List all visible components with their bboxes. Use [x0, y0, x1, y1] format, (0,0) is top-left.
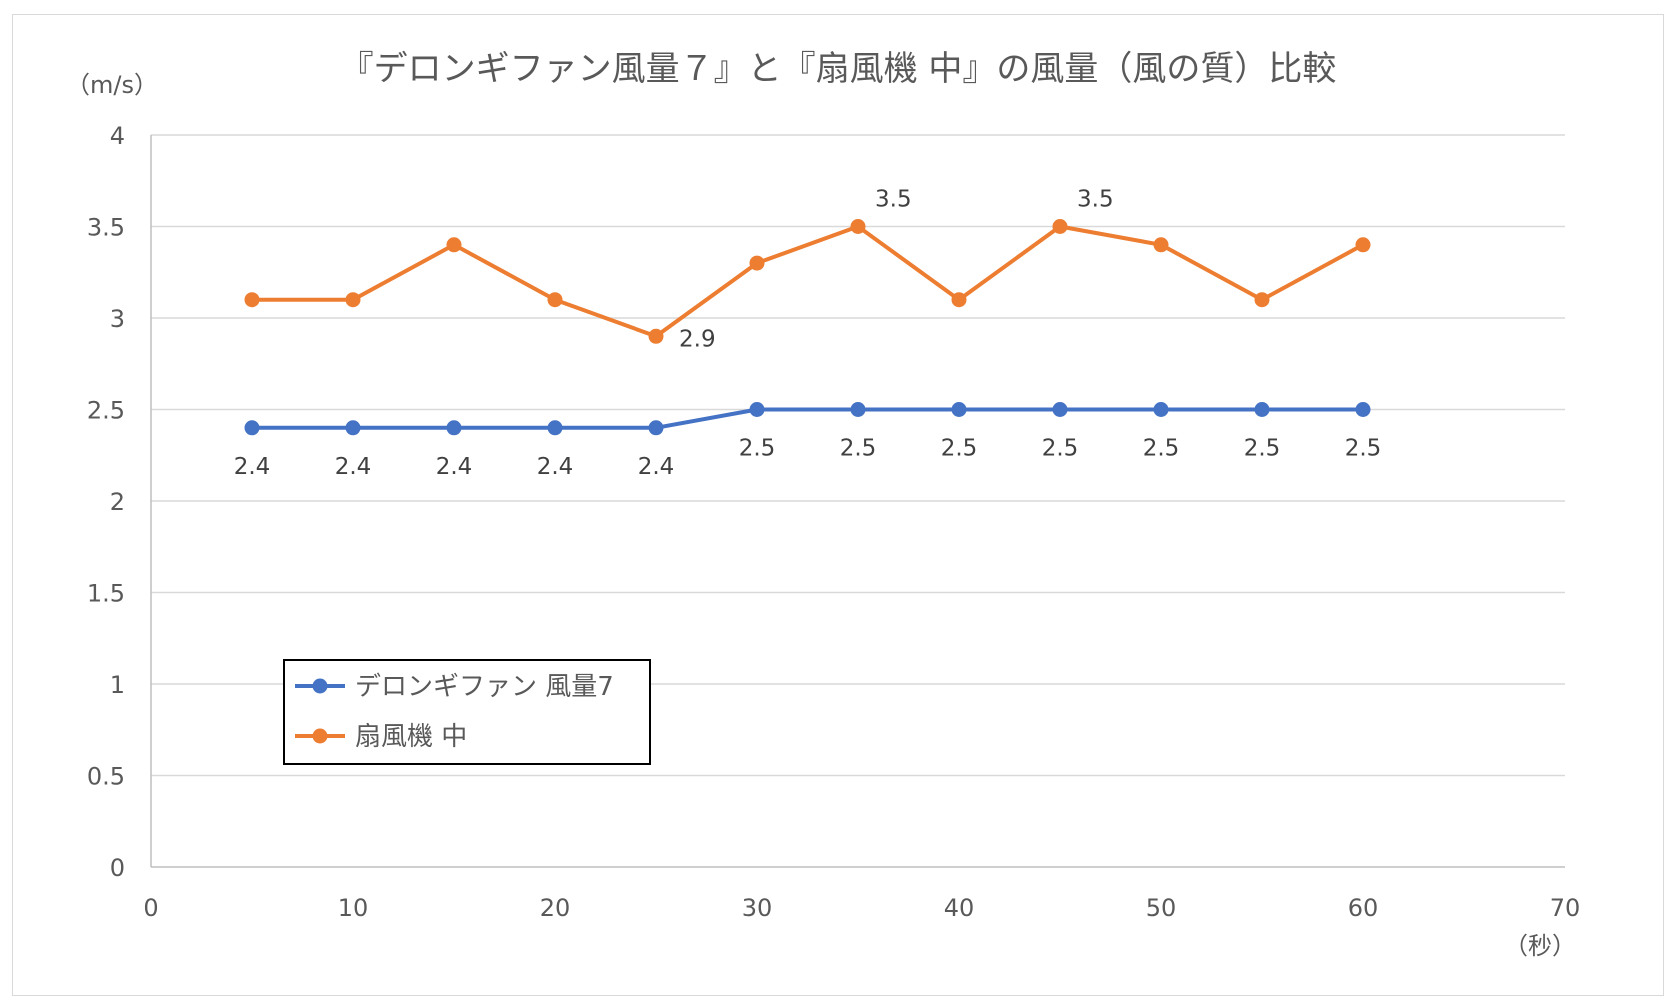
data-point	[1254, 292, 1270, 308]
x-tick-label: 10	[338, 894, 369, 922]
data-label: 2.5	[739, 436, 776, 462]
data-label: 2.5	[840, 436, 877, 462]
data-labels: 2.4 2.4 2.4 2.4 2.4 2.5 2.5 2.5 2.5 2.5 2.5 2.5 2.9 3…	[234, 187, 1382, 480]
data-label: 2.9	[679, 326, 716, 352]
data-label: 2.4	[537, 454, 574, 480]
legend-swatch-marker	[312, 728, 328, 744]
chart-frame	[12, 14, 1664, 996]
data-label: 2.4	[638, 454, 675, 480]
data-point	[1355, 402, 1371, 417]
x-tick-label: 0	[143, 894, 158, 922]
data-point	[951, 402, 967, 417]
data-label: 2.4	[335, 454, 372, 480]
data-point	[850, 219, 866, 234]
y-tick-label: 0	[110, 854, 125, 882]
data-point	[1153, 402, 1169, 417]
data-label: 2.5	[941, 436, 978, 462]
y-tick-label: 3	[110, 305, 125, 333]
data-label: 2.5	[1345, 436, 1382, 462]
data-point	[1052, 402, 1068, 417]
y-tick-label: 0.5	[87, 763, 125, 791]
y-tick-label: 2.5	[87, 397, 125, 425]
axes: 00.511.522.533.540 10 20 30 40 50 60 70	[87, 122, 1580, 922]
y-tick-label: 1.5	[87, 580, 125, 608]
y-tick-label: 1	[110, 671, 125, 699]
data-label: 2.5	[1244, 436, 1281, 462]
data-point	[749, 402, 765, 417]
legend-swatch-marker	[312, 678, 328, 694]
x-tick-label: 60	[1348, 894, 1379, 922]
data-point	[345, 292, 361, 308]
data-point	[446, 237, 462, 253]
legend: デロンギファン 風量7 扇風機 中	[283, 659, 651, 765]
y-tick-label: 3.5	[87, 214, 125, 242]
data-point	[244, 292, 260, 308]
chart-title: 『デロンギファン風量７』と『扇風機 中』の風量（風の質）比較	[340, 49, 1337, 89]
data-point	[1153, 237, 1169, 253]
data-point	[1254, 402, 1270, 417]
data-point	[951, 292, 967, 308]
data-point	[244, 420, 260, 436]
y-tick-label: 2	[110, 488, 125, 516]
data-point	[749, 255, 765, 271]
data-label: 2.5	[1143, 436, 1180, 462]
x-tick-label: 50	[1146, 894, 1177, 922]
data-point	[446, 420, 462, 436]
y-tick-label: 4	[110, 122, 125, 150]
legend-box	[283, 659, 651, 765]
series-line-0	[252, 407, 1363, 430]
series-layer	[244, 219, 1371, 436]
data-point	[547, 420, 563, 436]
x-tick-label: 20	[540, 894, 571, 922]
data-point	[547, 292, 563, 308]
x-tick-label: 70	[1550, 894, 1581, 922]
data-point	[1052, 219, 1068, 234]
legend-label: 扇風機 中	[355, 722, 467, 752]
x-axis-unit: （秒）	[1504, 932, 1576, 960]
series-line-1	[252, 224, 1364, 339]
data-point	[648, 328, 664, 344]
data-label: 3.5	[875, 187, 912, 213]
data-point	[648, 420, 664, 436]
x-tick-label: 40	[944, 894, 975, 922]
data-point	[345, 420, 361, 436]
data-label: 2.5	[1042, 436, 1079, 462]
legend-label: デロンギファン 風量7	[355, 672, 614, 702]
data-label: 2.4	[436, 454, 473, 480]
data-label: 3.5	[1077, 187, 1114, 213]
data-label: 2.4	[234, 454, 271, 480]
x-tick-label: 30	[742, 894, 773, 922]
data-point	[1355, 237, 1371, 253]
y-axis-unit: （m/s）	[66, 71, 158, 99]
data-point	[850, 402, 866, 417]
